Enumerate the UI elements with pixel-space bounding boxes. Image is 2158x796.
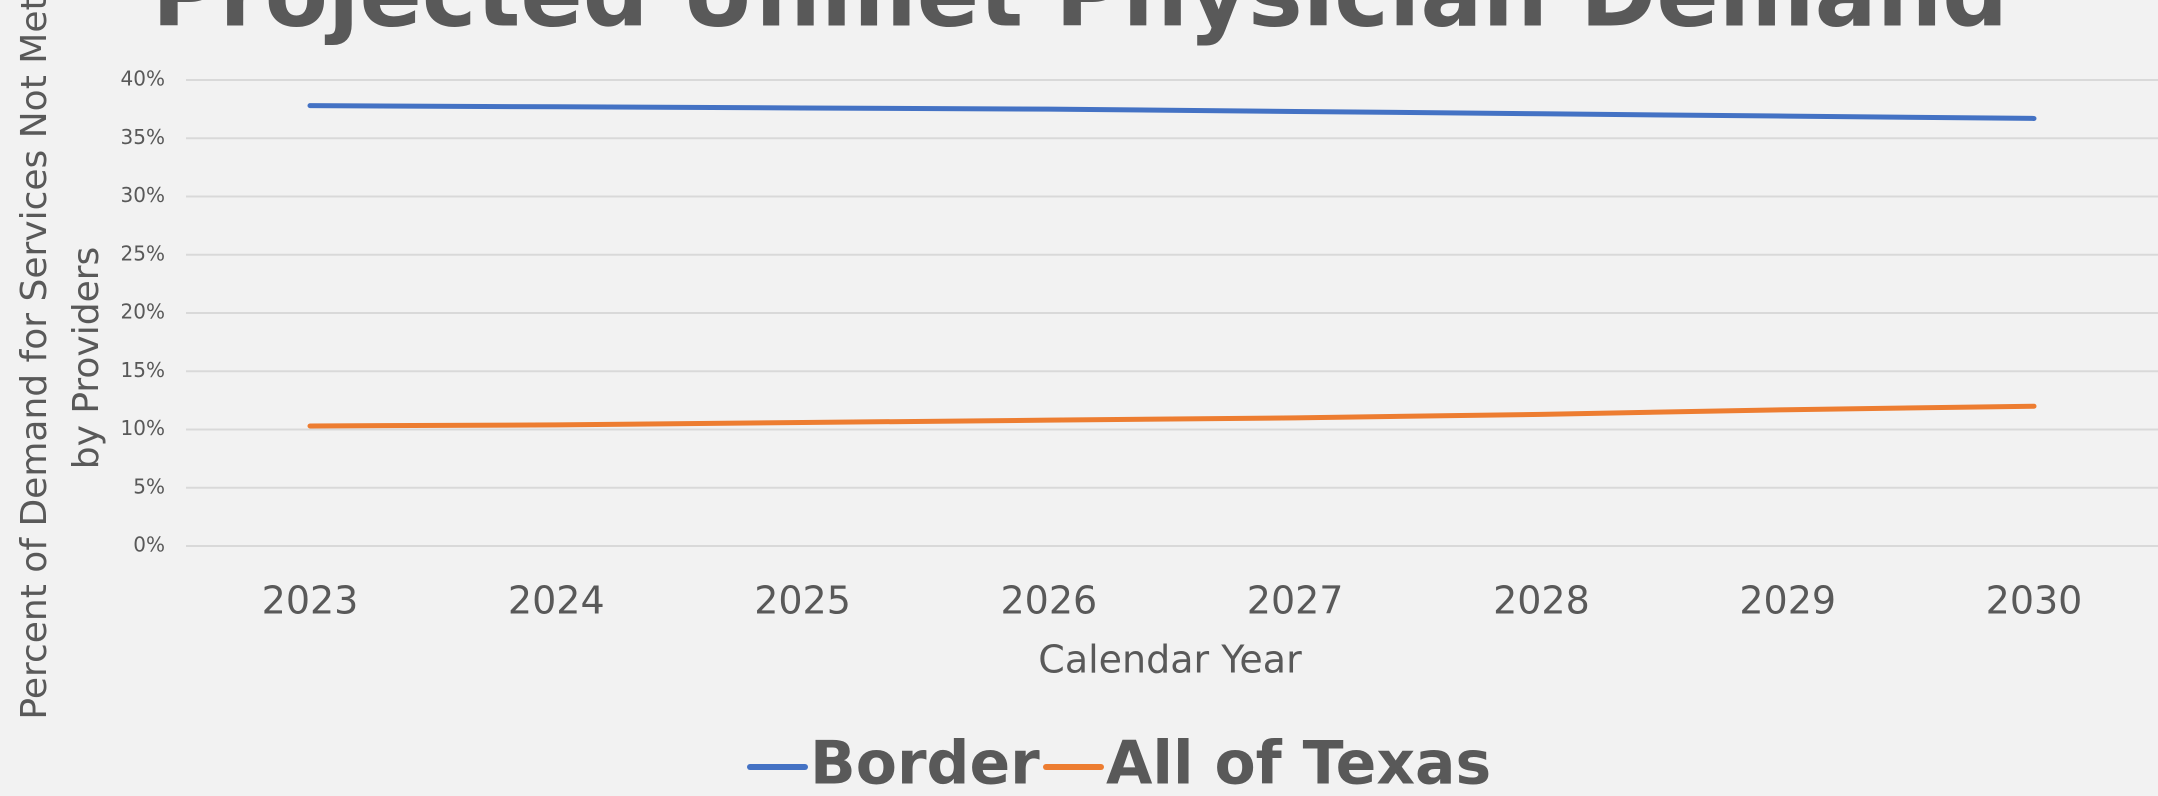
y-tick-label: 5% [133, 474, 165, 498]
y-tick-label: 25% [121, 241, 165, 265]
x-tick-label: 2025 [754, 579, 851, 623]
x-tick-label: 2027 [1247, 579, 1344, 623]
x-tick-label: 2026 [1000, 579, 1097, 623]
x-axis-label: Calendar Year [1038, 638, 1302, 682]
y-tick-label: 40% [121, 67, 165, 91]
chart-title: Projected Unmet Physician Demand [152, 0, 2008, 47]
x-tick-label: 2024 [508, 579, 605, 623]
x-tick-label: 2029 [1739, 579, 1836, 623]
y-tick-label: 15% [121, 358, 165, 382]
legend-label: All of Texas [1106, 729, 1491, 796]
x-tick-label: 2030 [1986, 579, 2083, 623]
y-tick-label: 0% [133, 533, 165, 557]
y-axis-label: Percent of Demand for Services Not Met [14, 0, 55, 720]
legend-label: Border [810, 729, 1040, 796]
y-tick-label: 30% [121, 183, 165, 207]
x-tick-label: 2028 [1493, 579, 1590, 623]
series-line [307, 403, 2037, 429]
x-tick-label: 2023 [262, 579, 359, 623]
y-tick-label: 10% [121, 416, 165, 440]
y-tick-label: 35% [121, 125, 165, 149]
y-axis-label: by Providers [66, 247, 107, 470]
series-line [307, 103, 2037, 121]
y-tick-label: 20% [121, 300, 165, 324]
